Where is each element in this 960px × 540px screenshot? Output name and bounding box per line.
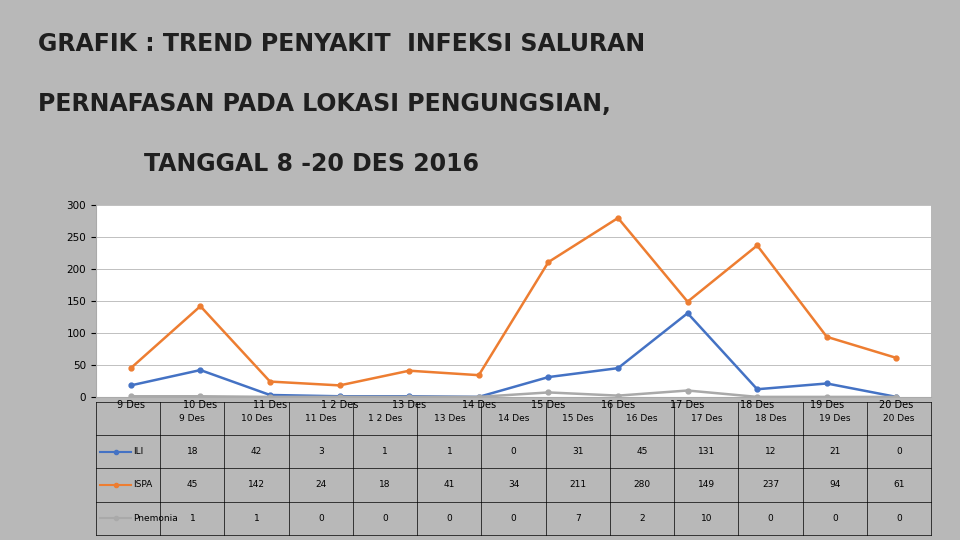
ISPA	[752, 242, 763, 249]
Text: 24: 24	[315, 481, 326, 489]
Text: 0: 0	[897, 448, 902, 456]
ILI	[195, 367, 206, 373]
Text: 45: 45	[636, 448, 648, 456]
ISPA	[125, 365, 136, 372]
Text: 131: 131	[698, 448, 715, 456]
Text: 16 Des: 16 Des	[626, 414, 658, 423]
ILI	[473, 394, 485, 400]
ILI	[542, 374, 554, 380]
Text: 18: 18	[379, 481, 391, 489]
Text: 17 Des: 17 Des	[690, 414, 722, 423]
Text: ILI: ILI	[133, 448, 143, 456]
ISPA	[403, 367, 415, 374]
Text: 0: 0	[832, 514, 838, 523]
Text: Pnemonia: Pnemonia	[133, 514, 178, 523]
Text: 41: 41	[444, 481, 455, 489]
Text: 211: 211	[569, 481, 587, 489]
Text: 42: 42	[251, 448, 262, 456]
ISPA	[542, 259, 554, 265]
Text: 61: 61	[894, 481, 905, 489]
ISPA	[334, 382, 346, 389]
ILI	[752, 386, 763, 393]
Text: 0: 0	[446, 514, 452, 523]
ILI	[264, 392, 276, 398]
ISPA	[473, 372, 485, 379]
Text: 10 Des: 10 Des	[241, 414, 273, 423]
Pnemonia	[682, 387, 693, 394]
Text: 2: 2	[639, 514, 645, 523]
ILI	[403, 393, 415, 400]
Text: 18 Des: 18 Des	[755, 414, 786, 423]
Text: TANGGAL 8 -20 DES 2016: TANGGAL 8 -20 DES 2016	[144, 152, 479, 176]
ILI	[821, 380, 832, 387]
Text: 45: 45	[186, 481, 198, 489]
Line: ISPA: ISPA	[129, 215, 899, 388]
Pnemonia	[125, 393, 136, 400]
Text: 1: 1	[253, 514, 259, 523]
Pnemonia	[752, 394, 763, 400]
ILI	[682, 310, 693, 316]
Pnemonia	[612, 393, 624, 399]
Text: 0: 0	[511, 514, 516, 523]
Pnemonia	[821, 394, 832, 400]
Pnemonia	[542, 389, 554, 396]
Pnemonia	[473, 394, 485, 400]
Text: 1 2 Des: 1 2 Des	[368, 414, 402, 423]
ILI	[612, 365, 624, 372]
ISPA	[821, 334, 832, 340]
Text: 1: 1	[446, 448, 452, 456]
Text: 11 Des: 11 Des	[305, 414, 337, 423]
Text: 9 Des: 9 Des	[180, 414, 205, 423]
Text: 280: 280	[634, 481, 651, 489]
Text: 10: 10	[701, 514, 712, 523]
ISPA	[612, 215, 624, 221]
Text: 34: 34	[508, 481, 519, 489]
Text: 31: 31	[572, 448, 584, 456]
Pnemonia	[195, 393, 206, 400]
Text: 0: 0	[768, 514, 774, 523]
ISPA	[264, 379, 276, 385]
Text: 0: 0	[511, 448, 516, 456]
Pnemonia	[403, 394, 415, 400]
Text: 12: 12	[765, 448, 777, 456]
Text: 19 Des: 19 Des	[819, 414, 851, 423]
Line: Pnemonia: Pnemonia	[129, 388, 899, 400]
Text: 0: 0	[318, 514, 324, 523]
Text: 18: 18	[186, 448, 198, 456]
ISPA	[682, 299, 693, 305]
ILI	[891, 394, 902, 400]
Text: 142: 142	[248, 481, 265, 489]
Pnemonia	[334, 394, 346, 400]
Pnemonia	[264, 394, 276, 400]
Text: 149: 149	[698, 481, 715, 489]
Text: 1: 1	[382, 448, 388, 456]
Line: ILI: ILI	[129, 310, 899, 400]
Text: 7: 7	[575, 514, 581, 523]
Text: 0: 0	[897, 514, 902, 523]
Text: 237: 237	[762, 481, 780, 489]
Text: 1: 1	[189, 514, 195, 523]
ILI	[125, 382, 136, 389]
Pnemonia	[891, 394, 902, 400]
Text: 13 Des: 13 Des	[434, 414, 465, 423]
Text: PERNAFASAN PADA LOKASI PENGUNGSIAN,: PERNAFASAN PADA LOKASI PENGUNGSIAN,	[38, 92, 612, 116]
Text: 21: 21	[829, 448, 841, 456]
Text: 20 Des: 20 Des	[883, 414, 915, 423]
Text: 14 Des: 14 Des	[498, 414, 529, 423]
Text: GRAFIK : TREND PENYAKIT  INFEKSI SALURAN: GRAFIK : TREND PENYAKIT INFEKSI SALURAN	[38, 32, 645, 56]
Text: 3: 3	[318, 448, 324, 456]
ISPA	[891, 355, 902, 361]
ILI	[334, 393, 346, 400]
Text: 15 Des: 15 Des	[563, 414, 593, 423]
Text: 0: 0	[382, 514, 388, 523]
Text: ISPA: ISPA	[133, 481, 153, 489]
Text: 94: 94	[829, 481, 841, 489]
ISPA	[195, 303, 206, 309]
